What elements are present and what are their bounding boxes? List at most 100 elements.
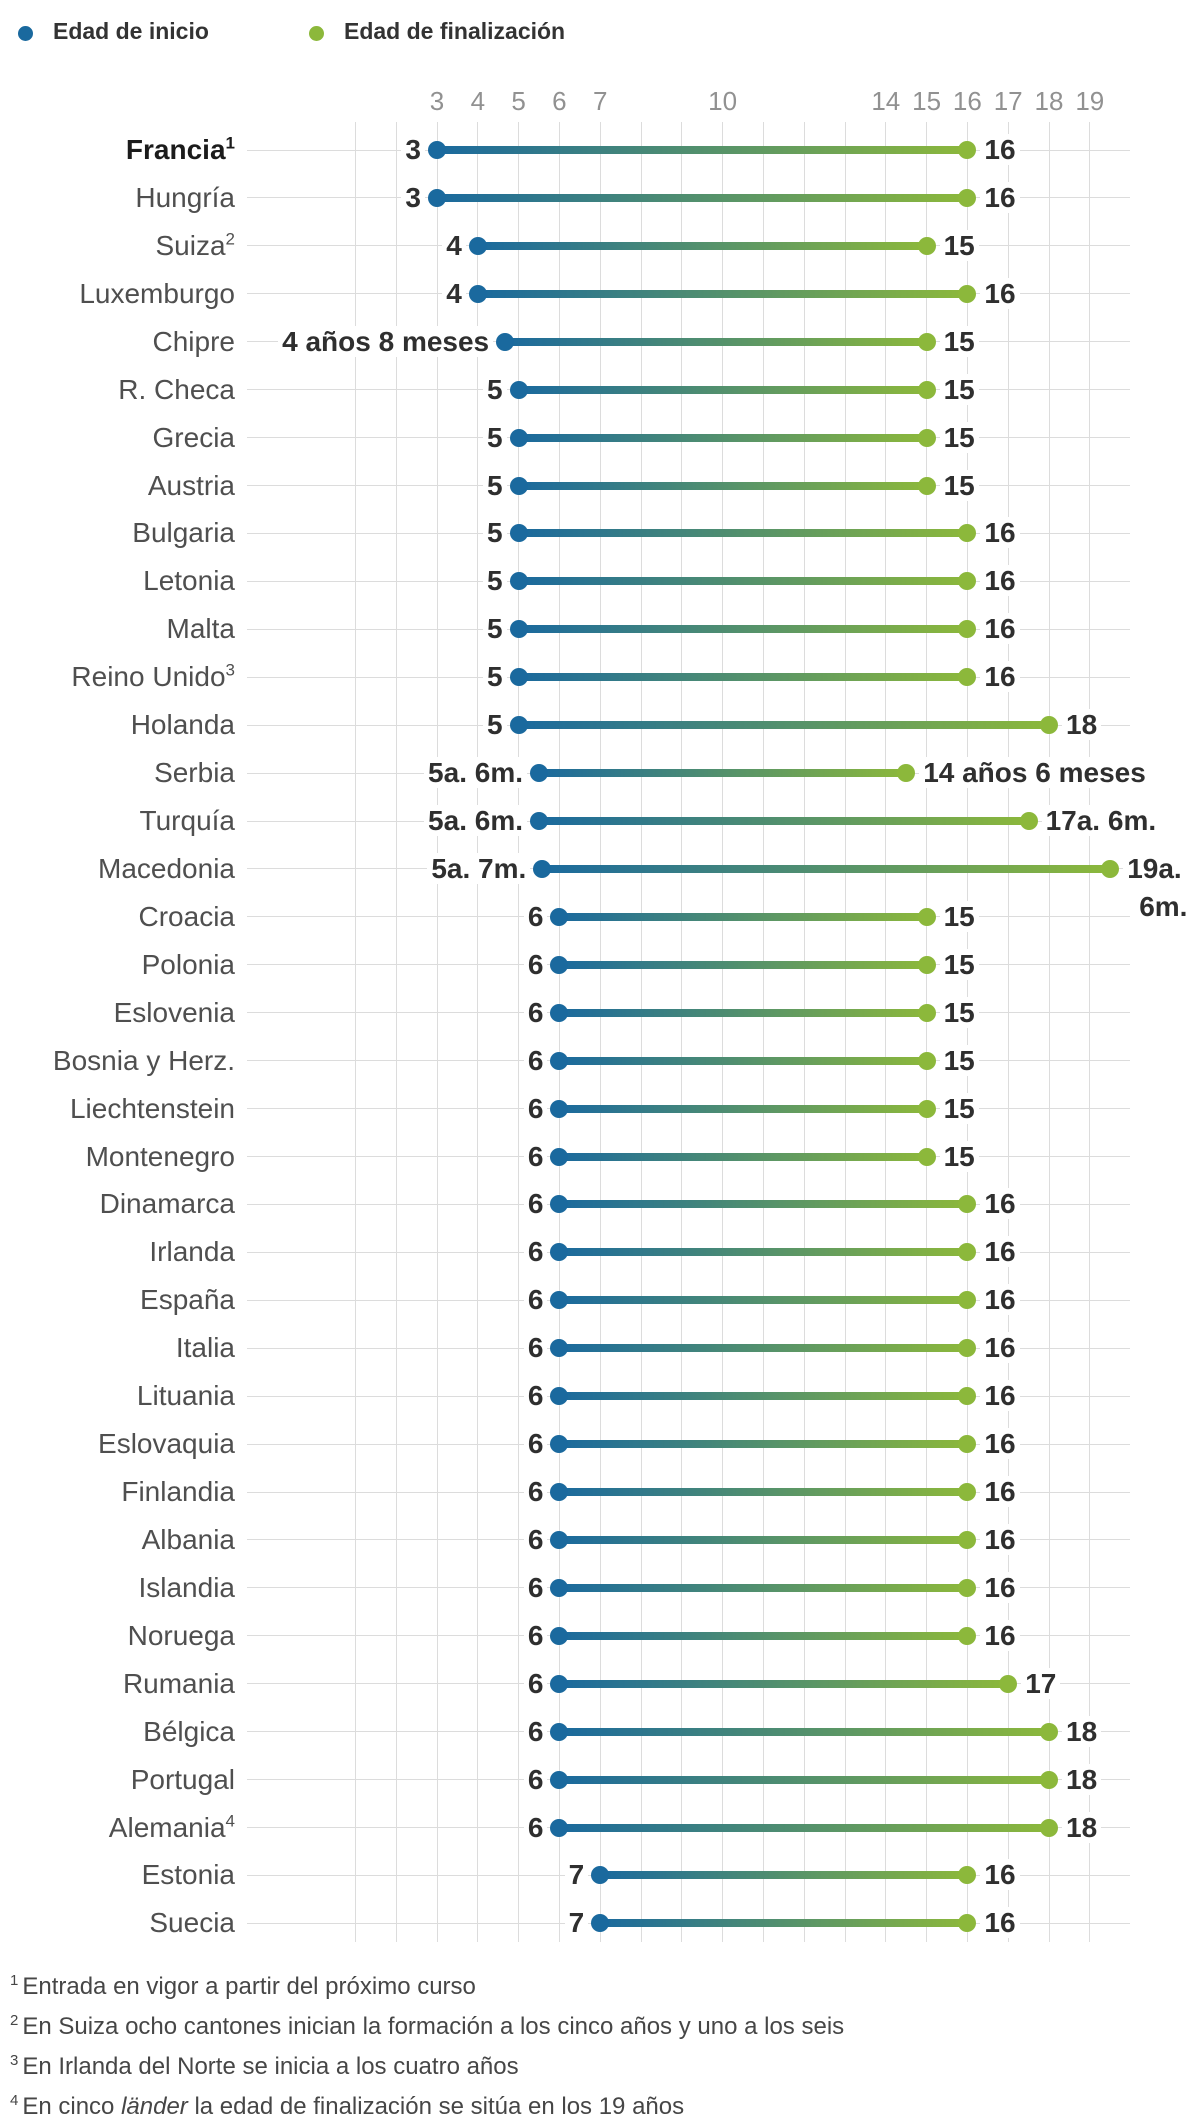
end-value-label: 16 [980,180,1020,215]
start-age-dot [530,812,548,831]
end-value-label: 16 [980,1186,1020,1221]
end-age-dot [1040,1818,1058,1837]
end-value-label: 15 [939,947,979,982]
start-value-label: 4 años 8 meses [278,324,494,359]
start-age-dot [509,428,528,447]
country-label: Noruega [127,1619,235,1651]
country-label: Alemania4 [108,1811,235,1843]
start-value-label: 6 [523,1282,548,1317]
dumbbell-bar [559,1344,968,1353]
end-value-label: 16 [980,1330,1020,1365]
end-value-label: 16 [980,1522,1020,1557]
end-age-dot [958,188,977,207]
dumbbell-bar [505,337,927,346]
country-label: Suecia [149,1907,235,1939]
footnotes: 1 Entrada en vigor a partir del próximo c… [10,1964,1190,2124]
end-value-label: 15 [939,468,979,503]
start-age-dot [591,1914,610,1933]
start-value-label: 5a. 6m. [424,803,527,838]
start-age-dot [550,1003,569,1022]
end-age-dot [1040,1722,1058,1741]
country-label: Macedonia [98,852,235,884]
end-value-label: 15 [939,1139,979,1174]
country-label: Chipre [152,325,235,357]
end-age-dot [958,668,977,687]
gridline [681,122,683,1942]
country-label: Bulgaria [132,517,235,549]
dumbbell-bar [518,529,968,538]
end-age-dot [958,1195,977,1214]
end-age-dot [958,524,977,543]
end-value-label: 15 [939,899,979,934]
start-age-dot [550,1195,569,1214]
gridline [844,122,846,1942]
end-age-legend-dot-icon [309,26,324,41]
start-age-dot [550,1530,569,1549]
start-age-dot [509,620,528,639]
country-label: Irlanda [149,1236,235,1268]
end-value-label: 18 [1062,1714,1102,1749]
start-value-label: 7 [564,1857,589,1892]
country-label: Serbia [154,757,235,789]
start-value-label: 4 [442,228,466,263]
country-label: Polonia [141,948,235,980]
end-age-dot [917,955,936,974]
axis-tick-label: 5 [511,86,526,116]
dumbbell-bar [539,817,1029,826]
end-age-dot [1019,812,1038,831]
country-label: Estonia [141,1859,235,1891]
dumbbell-bar [559,1152,927,1161]
start-value-label: 6 [523,1474,548,1509]
end-age-dot [958,1387,977,1406]
start-value-label: 5a. 7m. [427,851,531,886]
end-value-label: 17 [1021,1666,1061,1701]
gridline [803,122,805,1942]
dumbbell-bar [559,1583,968,1592]
start-value-label: 6 [523,1186,548,1221]
dumbbell-bar [518,385,927,394]
start-age-dot [550,1770,569,1789]
end-value-label: 16 [980,1378,1020,1413]
end-age-dot [958,141,977,159]
end-value-label: 19a. [1123,851,1186,886]
dumbbell-bar [518,721,1049,730]
end-age-dot [958,1530,977,1549]
end-value-label: 16 [980,276,1020,311]
start-age-dot [550,1147,569,1166]
country-label: Hungría [135,181,235,213]
start-value-label: 5 [483,515,507,550]
start-age-dot [550,1099,569,1118]
end-value-label: 16 [980,1426,1020,1461]
gridline [885,122,887,1942]
axis-tick-label: 4 [470,86,486,116]
footnote-marker: 4 [225,1811,235,1831]
start-age-dot [509,668,528,687]
dumbbell-bar [518,433,927,442]
end-age-dot [917,1099,936,1118]
dumbbell-bar [518,481,927,490]
start-age-dot [550,1818,569,1837]
end-age-dot [958,284,977,303]
dumbbell-bar [559,912,927,921]
start-value-label: 6 [523,947,548,982]
end-age-dot [958,1483,977,1502]
start-value-label: 6 [523,1330,548,1365]
end-age-dot [917,1003,936,1022]
start-value-label: 3 [401,132,425,167]
end-age-dot [917,236,936,255]
footnote: 4 En cinco länder la edad de finalización… [10,2092,685,2120]
end-age-dot [999,1674,1018,1693]
start-age-dot [509,380,528,399]
start-age-dot [550,1291,569,1310]
gridline [966,122,968,1942]
gridline [436,122,438,1942]
start-age-dot [550,1578,569,1597]
axis-tick-label: 15 [912,86,942,116]
end-value-label: 15 [939,1043,979,1078]
start-age-dot [550,1626,569,1645]
end-value-label: 14 años 6 meses [919,755,1150,790]
start-value-label: 6 [523,1139,548,1174]
dumbbell-bar [518,673,968,682]
end-value-label: 15 [939,1091,979,1126]
